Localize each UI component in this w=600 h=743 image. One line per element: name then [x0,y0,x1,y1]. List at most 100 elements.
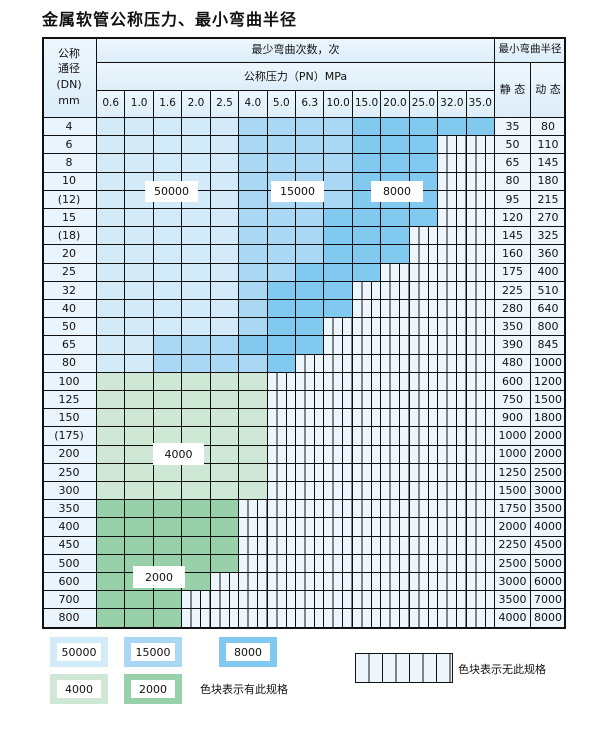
spec-available-cell [239,300,268,319]
spec-unavailable-cell [324,518,353,537]
spec-unavailable-cell [466,445,495,464]
dn-cell: 125 [42,391,97,410]
spec-unavailable-cell [267,591,296,610]
static-radius-cell: 160 [495,245,531,264]
spec-unavailable-cell [409,336,439,355]
spec-unavailable-cell [409,482,439,501]
spec-available-cell [381,154,410,173]
static-radius-cell: 280 [495,300,531,319]
region-label-15000: 15000 [271,181,324,202]
pressure-col-header: 10.0 [324,91,353,118]
spec-unavailable-cell [381,591,410,610]
spec-unavailable-cell [438,573,467,592]
spec-available-cell [296,154,325,173]
spec-unavailable-cell [409,500,439,519]
spec-unavailable-cell [324,336,353,355]
spec-unavailable-cell [466,336,495,355]
spec-available-cell [125,609,154,628]
dn-cell: (175) [42,427,97,446]
region-label-50000: 50000 [145,181,198,202]
spec-unavailable-cell [381,500,410,519]
dn-cell: 32 [42,281,97,300]
dynamic-radius-cell: 800 [531,318,566,337]
dynamic-radius-cell: 5000 [531,554,566,573]
spec-unavailable-cell [466,281,495,300]
spec-available-cell [210,136,240,155]
spec-unavailable-cell [381,609,410,628]
spec-available-cell [125,445,154,464]
spec-available-cell [182,354,211,373]
spec-available-cell [182,391,211,410]
dn-cell: (18) [42,227,97,246]
spec-available-cell [125,391,154,410]
legend-label: 2000 [131,680,175,698]
spec-available-cell [352,263,382,282]
static-radius-cell: 600 [495,372,531,391]
spec-unavailable-cell [466,500,495,519]
spec-unavailable-cell [296,409,325,428]
spec-available-cell [182,300,211,319]
spec-available-cell [381,136,410,155]
spec-available-cell [352,209,382,228]
spec-available-cell [125,281,154,300]
dn-cell: 25 [42,263,97,282]
dynamic-radius-cell: 3000 [531,482,566,501]
spec-unavailable-cell [324,591,353,610]
spec-unavailable-cell [324,482,353,501]
spec-available-cell [381,209,410,228]
spec-available-cell [125,209,154,228]
spec-unavailable-cell [381,573,410,592]
dynamic-radius-cell: 6000 [531,573,566,592]
spec-available-cell [296,318,325,337]
spec-unavailable-cell [267,482,296,501]
spec-available-cell [267,354,296,373]
spec-available-cell [153,263,183,282]
spec-available-cell [267,118,296,137]
spec-available-cell [381,245,410,264]
spec-available-cell [210,318,240,337]
dynamic-radius-cell: 7000 [531,591,566,610]
spec-unavailable-cell [438,136,467,155]
spec-available-cell [182,118,211,137]
spec-unavailable-cell [239,591,268,610]
spec-unavailable-cell [267,573,296,592]
spec-available-cell [324,227,353,246]
legend-has-spec-text: 色块表示有此规格 [200,683,288,696]
spec-unavailable-cell [381,482,410,501]
legend-label: 8000 [226,643,270,661]
dynamic-radius-cell: 2500 [531,463,566,482]
spec-unavailable-cell [466,609,495,628]
spec-unavailable-cell [267,554,296,573]
spec-unavailable-cell [438,281,467,300]
spec-available-cell [97,482,126,501]
spec-unavailable-cell [409,281,439,300]
spec-unavailable-cell [381,372,410,391]
spec-unavailable-cell [324,445,353,464]
spec-unavailable-cell [352,500,382,519]
spec-available-cell [210,118,240,137]
spec-available-cell [267,263,296,282]
dn-cell: 8 [42,154,97,173]
spec-available-cell [352,227,382,246]
spec-available-cell [239,263,268,282]
static-radius-cell: 2000 [495,518,531,537]
spec-unavailable-cell [267,518,296,537]
spec-available-cell [97,172,126,191]
spec-available-cell [182,463,211,482]
spec-available-cell [296,263,325,282]
dn-header: 公称 通径 (DN) mm [42,37,97,118]
spec-unavailable-cell [267,391,296,410]
pressure-col-header: 5.0 [267,91,296,118]
spec-unavailable-cell [438,536,467,555]
dynamic-radius-cell: 3500 [531,500,566,519]
dn-cell: 800 [42,609,97,628]
spec-unavailable-cell [267,500,296,519]
dn-cell: 20 [42,245,97,264]
spec-available-cell [239,281,268,300]
spec-available-cell [267,300,296,319]
pressure-header: 公称压力（PN）MPa [97,63,495,91]
page-title: 金属软管公称压力、最小弯曲半径 [42,10,298,29]
spec-available-cell [97,118,126,137]
spec-available-cell [210,391,240,410]
spec-available-cell [153,300,183,319]
